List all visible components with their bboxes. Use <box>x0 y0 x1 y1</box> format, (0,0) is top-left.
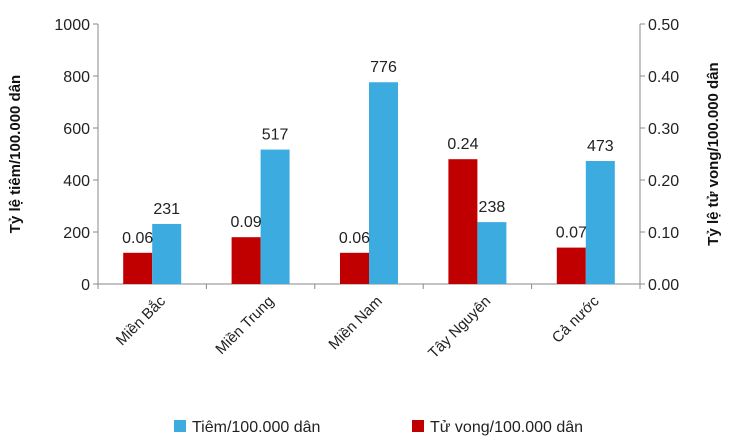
death-rate-label: 0.24 <box>447 136 478 153</box>
left-tick-label: 1000 <box>54 17 90 34</box>
death-rate-bar <box>340 252 369 284</box>
death-rate-bar <box>231 237 261 284</box>
left-tick-label: 600 <box>63 121 90 138</box>
legend-label: Tử vong/100.000 dân <box>430 419 583 436</box>
right-tick-label: 0.20 <box>648 173 679 190</box>
chart-legend: Tiêm/100.000 dân Tử vong/100.000 dân <box>174 419 583 436</box>
category-label: Tây Nguyên <box>425 293 494 362</box>
right-tick-label: 0.10 <box>648 225 679 242</box>
death-rate-bar <box>448 159 478 284</box>
right-axis-title: Tỷ lệ tử vong/100.000 dân <box>705 62 722 245</box>
death-rate-bar <box>123 252 153 284</box>
legend-swatch <box>174 420 186 432</box>
vaccination-rate-bar <box>585 161 615 284</box>
left-tick-label: 400 <box>63 173 90 190</box>
legend-swatch <box>412 420 424 432</box>
category-label: Miền Trung <box>212 293 277 358</box>
left-axis-title: Tỷ lệ tiêm/100.000 dân <box>7 75 24 233</box>
vaccination-rate-label: 517 <box>262 127 289 144</box>
chart-bars <box>123 82 615 285</box>
category-label: Miền Nam <box>325 293 385 353</box>
death-rate-label: 0.06 <box>122 230 153 247</box>
left-tick-label: 0 <box>81 277 90 294</box>
right-tick-label: 0.30 <box>648 121 679 138</box>
legend-label: Tiêm/100.000 dân <box>192 419 320 436</box>
vaccination-rate-bar <box>477 222 507 284</box>
category-label: Cả nước <box>549 292 603 346</box>
vaccination-rate-bar <box>369 82 398 285</box>
vaccination-rate-label: 238 <box>479 199 506 216</box>
vaccination-rate-label: 231 <box>153 201 180 218</box>
death-rate-label: 0.06 <box>339 230 370 247</box>
right-tick-label: 0.40 <box>648 69 679 86</box>
category-label: Miền Bắc <box>113 292 170 349</box>
left-tick-label: 800 <box>63 69 90 86</box>
vaccination-rate-label: 473 <box>587 138 614 155</box>
chart-axes: 0 200 400 600 800 1000 0.00 0.10 0.20 0.30 0.40 0.5… <box>7 17 722 294</box>
death-rate-label: 0.09 <box>231 214 262 231</box>
death-rate-label: 0.07 <box>556 225 587 242</box>
death-rate-bar <box>556 247 586 284</box>
left-tick-label: 200 <box>63 225 90 242</box>
vaccination-rate-bar <box>152 223 182 284</box>
right-tick-label: 0.00 <box>648 277 679 294</box>
vaccination-rate-bar <box>260 149 290 284</box>
vaccination-rate-label: 776 <box>370 59 397 76</box>
right-tick-label: 0.50 <box>648 17 679 34</box>
